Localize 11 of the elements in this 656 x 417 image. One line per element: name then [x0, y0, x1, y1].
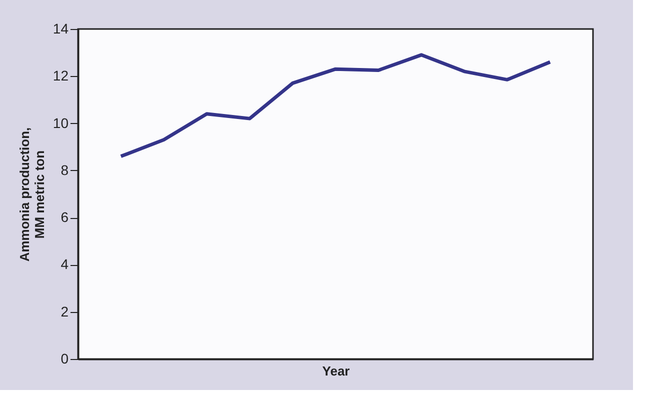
y-tick-label: 4	[60, 256, 69, 272]
x-axis-title: Year	[322, 364, 350, 378]
y-tick-label: 12	[52, 68, 69, 84]
y-axis-title: Ammonia production, MM metric ton	[16, 127, 47, 262]
line-series	[119, 53, 552, 158]
y-tick-label: 6	[60, 209, 69, 226]
y-tick-label: 8	[60, 162, 69, 178]
y-tick-label: 2	[60, 303, 69, 320]
y-tick-label: 10	[52, 114, 69, 131]
y-tick-label: 14	[52, 20, 69, 36]
y-tick-label: 0	[60, 350, 69, 366]
